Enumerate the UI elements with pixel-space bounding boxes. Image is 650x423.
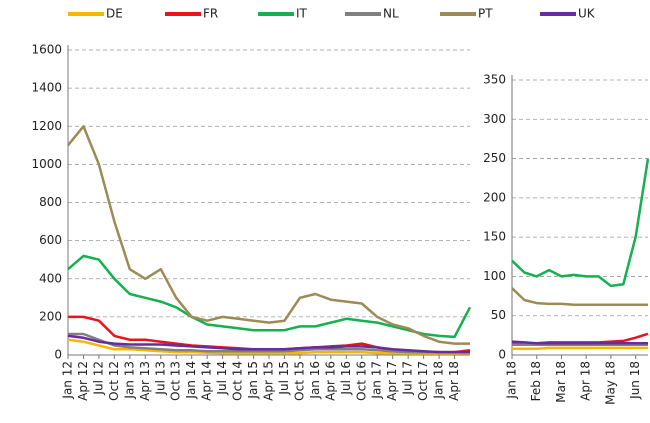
y-tick-label: 300 <box>483 112 506 126</box>
legend-label: PT <box>478 7 493 21</box>
y-tick-label: 200 <box>483 190 506 204</box>
series-line <box>67 338 471 355</box>
x-tick-label: Oct 17 <box>416 361 430 401</box>
x-tick-label: Feb 18 <box>529 361 543 401</box>
x-tick-label: Jan 15 <box>246 361 260 400</box>
series-line <box>67 125 470 345</box>
x-tick-label: May 18 <box>603 361 617 405</box>
x-tick-label: Jan 13 <box>122 361 136 400</box>
x-tick-label: Apr 12 <box>76 361 90 401</box>
y-tick-label: 600 <box>39 233 62 247</box>
x-tick-label: Apr 17 <box>385 361 399 401</box>
series-line <box>511 158 650 288</box>
y-tick-label: 1000 <box>31 157 62 171</box>
y-tick-label: 0 <box>54 348 62 362</box>
x-tick-label: Apr 15 <box>262 361 276 401</box>
x-tick-label: Oct 12 <box>107 361 121 401</box>
x-tick-label: Jul 17 <box>401 361 415 396</box>
y-tick-label: 100 <box>483 269 506 283</box>
legend-label: FR <box>203 7 218 21</box>
y-tick-label: 1400 <box>31 81 62 95</box>
series-line <box>512 346 648 350</box>
y-tick-label: 800 <box>39 195 62 209</box>
x-tick-label: Jan 16 <box>308 361 322 400</box>
x-tick-label: Apr 18 <box>447 361 461 401</box>
x-tick-label: Jun 18 <box>628 361 642 400</box>
x-tick-label: Jul 12 <box>91 361 105 396</box>
y-tick-label: 350 <box>483 73 506 87</box>
y-tick-label: 0 <box>498 348 506 362</box>
x-tick-label: Mar 18 <box>554 361 568 403</box>
x-tick-label: Jul 13 <box>153 361 167 396</box>
x-tick-label: Jan 17 <box>370 361 384 400</box>
series-line <box>68 332 470 354</box>
x-tick-label: Jan 12 <box>61 361 75 400</box>
y-tick-label: 250 <box>483 151 506 165</box>
x-tick-label: Jan 18 <box>505 361 519 400</box>
x-tick-label: Jan 18 <box>432 361 446 400</box>
y-tick-label: 150 <box>483 230 506 244</box>
y-tick-label: 400 <box>39 271 62 285</box>
x-tick-label: Apr 14 <box>200 361 214 401</box>
x-tick-label: Oct 14 <box>231 361 245 401</box>
legend-label: UK <box>578 7 596 21</box>
y-tick-label: 200 <box>39 309 62 323</box>
y-tick-label: 1200 <box>31 119 62 133</box>
series-line <box>511 340 648 345</box>
x-tick-label: Oct 15 <box>292 361 306 401</box>
legend-label: NL <box>383 7 399 21</box>
legend-label: IT <box>296 7 308 21</box>
x-tick-label: Jan 14 <box>184 361 198 400</box>
x-tick-label: Jul 16 <box>339 361 353 396</box>
legend-label: DE <box>106 7 123 21</box>
x-tick-label: Oct 16 <box>354 361 368 401</box>
series-line <box>511 287 648 306</box>
series-line <box>67 254 472 339</box>
x-tick-label: Jul 14 <box>215 361 229 396</box>
x-tick-label: Jul 15 <box>277 361 291 396</box>
y-tick-label: 50 <box>491 308 506 322</box>
x-tick-label: Apr 16 <box>323 361 337 401</box>
x-tick-label: Oct 13 <box>169 361 183 401</box>
x-tick-label: Apr 18 <box>579 361 593 401</box>
series-line <box>67 334 470 354</box>
x-tick-label: Apr 13 <box>138 361 152 401</box>
y-tick-label: 1600 <box>31 43 62 57</box>
